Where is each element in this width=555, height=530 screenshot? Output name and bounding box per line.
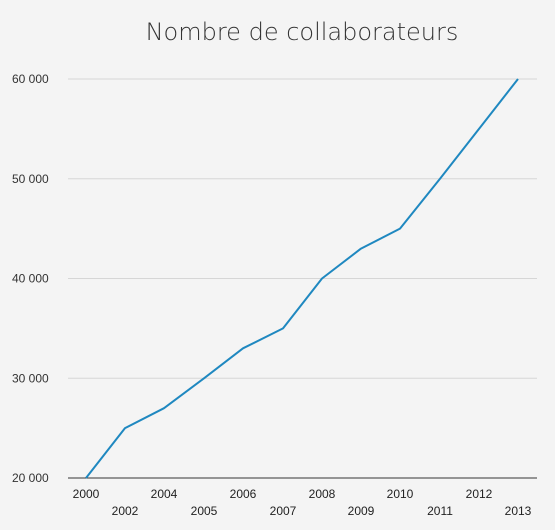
gridlines: [68, 78, 537, 379]
x-tick-label: 2011: [427, 504, 453, 518]
x-tick-label: 2007: [270, 504, 297, 518]
y-tick-label: 20 000: [12, 471, 49, 485]
x-tick-label: 2012: [466, 487, 493, 501]
x-tick-label: 2002: [112, 504, 139, 518]
x-tick-label: 2004: [151, 487, 178, 501]
y-tick-label: 30 000: [12, 371, 49, 385]
series-line: [85, 78, 519, 479]
x-tick-label: 2009: [348, 504, 375, 518]
y-axis-ticks: 20 000 30 000 40 000 50 000 60 000: [12, 72, 49, 485]
x-tick-label: 2008: [309, 487, 336, 501]
x-tick-label: 2013: [505, 504, 532, 518]
series-group: [85, 78, 519, 479]
x-tick-label: 2000: [73, 487, 100, 501]
x-tick-label: 2006: [230, 487, 257, 501]
chart-title: Nombre de collaborateurs: [146, 18, 459, 46]
y-tick-label: 50 000: [12, 172, 49, 186]
x-axis-ticks: 2000 2002 2004 2005 2006 2007 2008 2009 2010 2011…: [73, 487, 532, 518]
x-tick-label: 2005: [191, 504, 218, 518]
y-tick-label: 60 000: [12, 72, 49, 86]
y-tick-label: 40 000: [12, 272, 49, 286]
x-tick-label: 2010: [387, 487, 414, 501]
